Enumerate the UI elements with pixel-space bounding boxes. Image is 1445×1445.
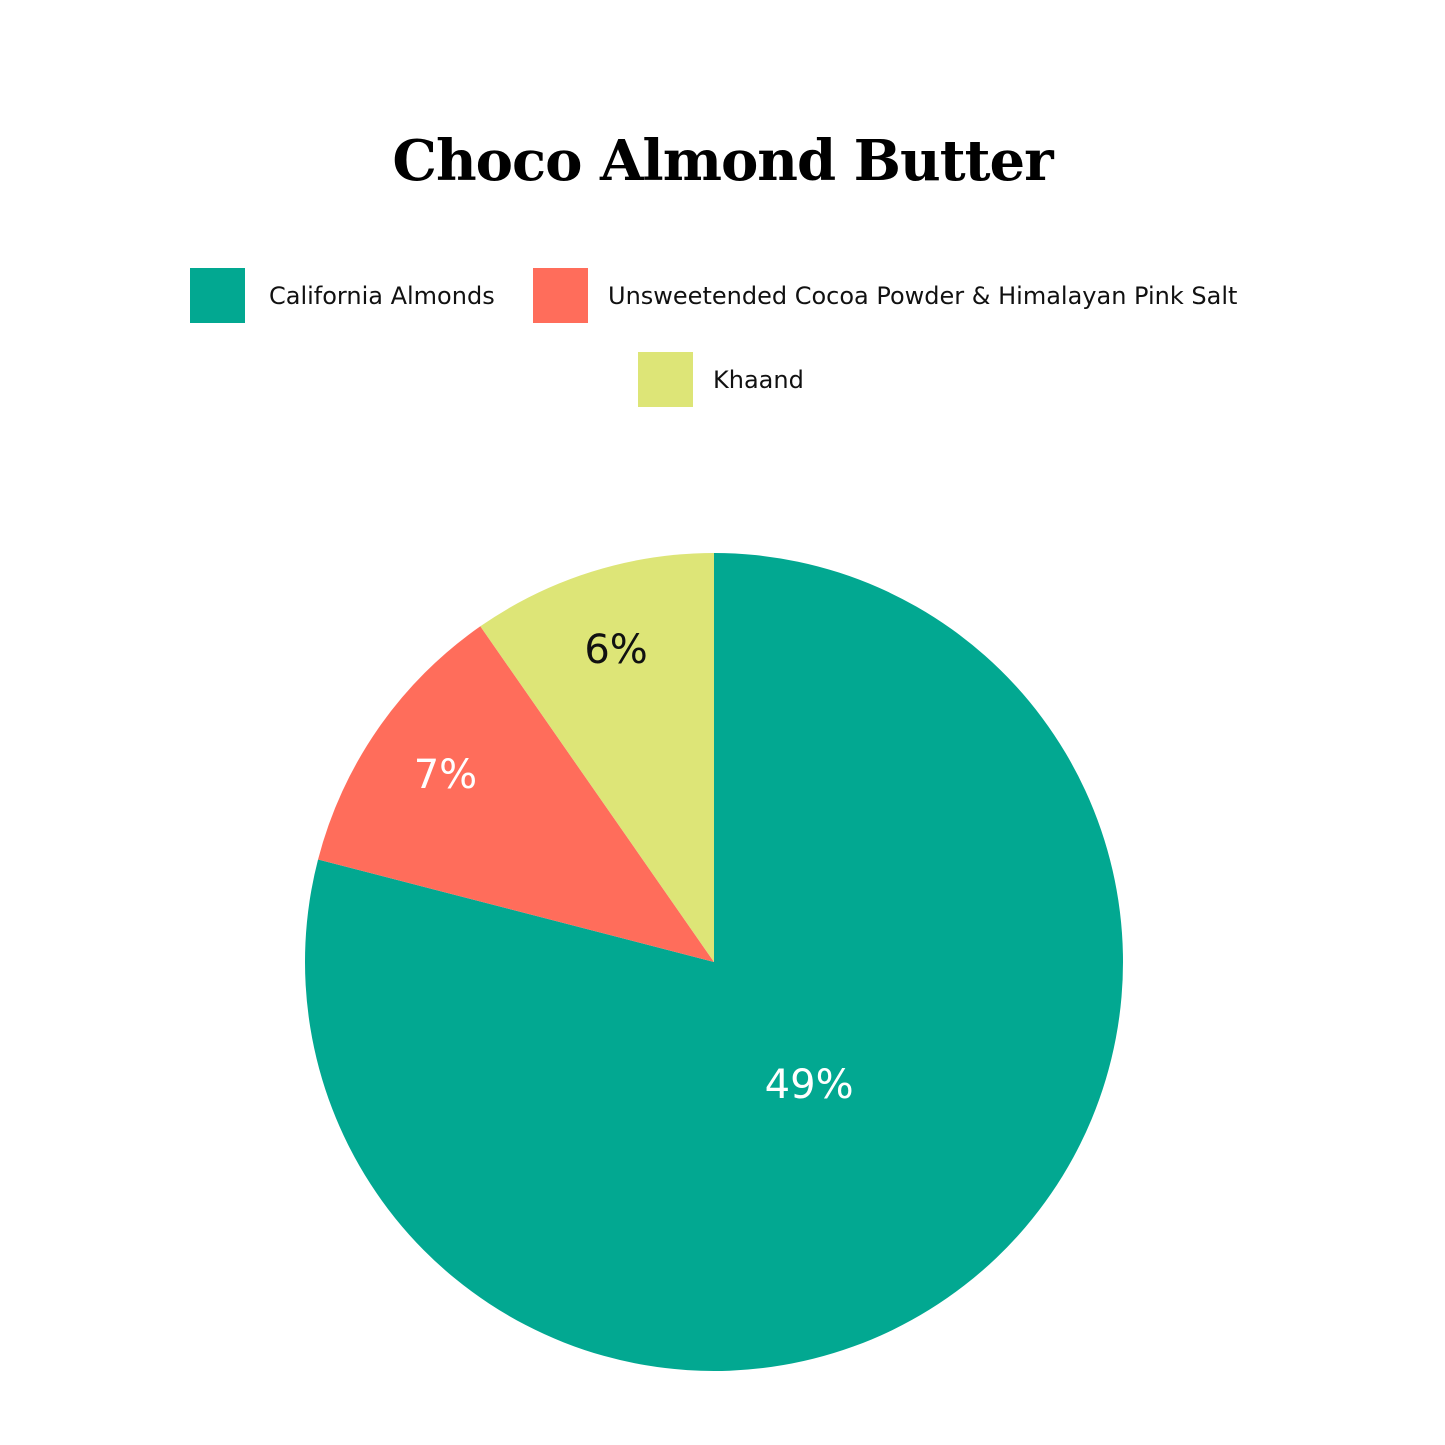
legend-label-khaand: Khaand bbox=[713, 365, 804, 394]
legend-label-cocoa-salt: Unsweetended Cocoa Powder & Himalayan Pi… bbox=[608, 281, 1238, 310]
chart-title: Choco Almond Butter bbox=[392, 128, 1053, 194]
legend-label-california-almonds: California Almonds bbox=[269, 281, 495, 310]
legend-swatch-california-almonds bbox=[190, 268, 245, 323]
slice-label-3: 6% bbox=[584, 627, 647, 673]
slice-label-2: 7% bbox=[414, 752, 477, 798]
slice-label-1: 49% bbox=[765, 1062, 854, 1108]
legend-swatch-khaand bbox=[638, 352, 693, 407]
pie-slice-1 bbox=[305, 553, 1123, 1372]
legend-item-california-almonds: California Almonds bbox=[190, 268, 495, 323]
pie-slice-3 bbox=[480, 553, 714, 962]
legend-swatch-cocoa-salt bbox=[533, 268, 588, 323]
pie-slice-2 bbox=[318, 626, 714, 962]
legend-item-cocoa-salt: Unsweetended Cocoa Powder & Himalayan Pi… bbox=[533, 268, 1237, 323]
legend-item-khaand: Khaand bbox=[638, 352, 804, 407]
